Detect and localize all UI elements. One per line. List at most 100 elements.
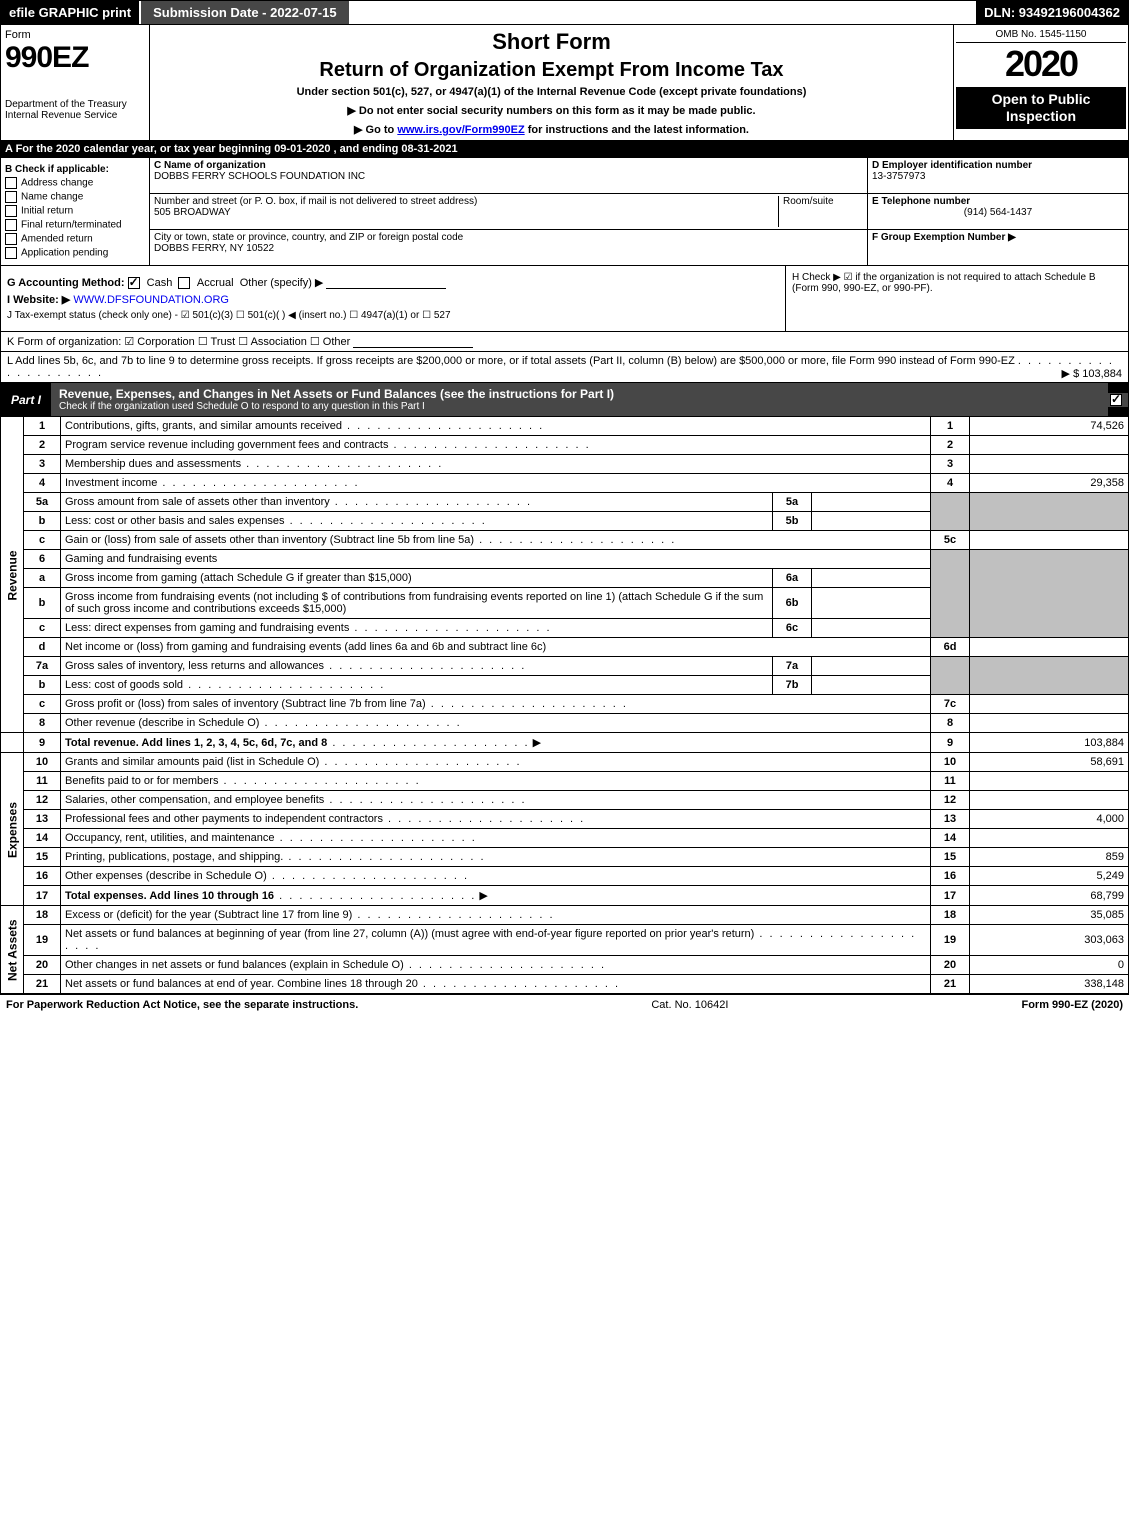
cb-accrual[interactable] (178, 277, 190, 289)
line-14: 14 Occupancy, rent, utilities, and maint… (1, 829, 1129, 848)
d-ein-label: D Employer identification number (872, 160, 1032, 171)
line-4: 4 Investment income 4 29,358 (1, 474, 1129, 493)
section-gh: G Accounting Method: Cash Accrual Other … (0, 266, 1129, 332)
org-city: DOBBS FERRY, NY 10522 (154, 243, 274, 254)
footer-left: For Paperwork Reduction Act Notice, see … (6, 999, 358, 1011)
e-tel-row: E Telephone number (914) 564-1437 (868, 194, 1128, 230)
line-7a: 7a Gross sales of inventory, less return… (1, 657, 1129, 676)
omb-number: OMB No. 1545-1150 (956, 27, 1126, 43)
col-h: H Check ▶ ☑ if the organization is not r… (786, 266, 1128, 331)
cb-address-change[interactable]: Address change (5, 177, 145, 189)
side-netassets: Net Assets (1, 906, 24, 994)
line-5c: c Gain or (loss) from sale of assets oth… (1, 531, 1129, 550)
dept-treasury: Department of the Treasury (5, 99, 145, 110)
footer-right: Form 990-EZ (2020) (1021, 999, 1123, 1011)
cb-cash[interactable] (128, 277, 140, 289)
line-7c: c Gross profit or (loss) from sales of i… (1, 695, 1129, 714)
line-13: 13 Professional fees and other payments … (1, 810, 1129, 829)
line-15: 15 Printing, publications, postage, and … (1, 848, 1129, 867)
dept-irs: Internal Revenue Service (5, 110, 145, 121)
col-g: G Accounting Method: Cash Accrual Other … (1, 266, 786, 331)
col-c: C Name of organization DOBBS FERRY SCHOO… (150, 158, 867, 265)
section-bcd: B Check if applicable: Address change Na… (0, 158, 1129, 266)
f-group-row: F Group Exemption Number ▶ (868, 230, 1128, 265)
c-city-row: City or town, state or province, country… (150, 230, 867, 265)
cb-final-return[interactable]: Final return/terminated (5, 219, 145, 231)
line-12: 12 Salaries, other compensation, and emp… (1, 791, 1129, 810)
part1-title: Revenue, Expenses, and Changes in Net As… (51, 383, 1108, 416)
open-to-public: Open to Public Inspection (956, 87, 1126, 129)
d-ein-row: D Employer identification number 13-3757… (868, 158, 1128, 194)
ssn-warning: ▶ Do not enter social security numbers o… (154, 104, 949, 117)
side-revenue: Revenue (1, 417, 24, 733)
line-16: 16 Other expenses (describe in Schedule … (1, 867, 1129, 886)
part1-header: Part I Revenue, Expenses, and Changes in… (0, 383, 1129, 417)
line-18: Net Assets 18 Excess or (deficit) for th… (1, 906, 1129, 925)
part1-check[interactable] (1108, 393, 1128, 407)
header-left: Form 990EZ Department of the Treasury In… (1, 25, 150, 140)
f-group-label: F Group Exemption Number ▶ (872, 232, 1016, 243)
efile-label: efile GRAPHIC print (1, 1, 139, 24)
header-right: OMB No. 1545-1150 2020 Open to Public In… (954, 25, 1128, 140)
e-tel-label: E Telephone number (872, 196, 970, 207)
row-a-tax-year: A For the 2020 calendar year, or tax yea… (0, 141, 1129, 158)
line-17: 17 Total expenses. Add lines 10 through … (1, 886, 1129, 906)
header-center: Short Form Return of Organization Exempt… (150, 25, 954, 140)
col-b-checkboxes: B Check if applicable: Address change Na… (1, 158, 150, 265)
line-6: 6 Gaming and fundraising events (1, 550, 1129, 569)
line-21: 21 Net assets or fund balances at end of… (1, 975, 1129, 994)
dln: DLN: 93492196004362 (976, 1, 1128, 24)
i-website: I Website: ▶ WWW.DFSFOUNDATION.ORG (7, 293, 779, 306)
col-d: D Employer identification number 13-3757… (867, 158, 1128, 265)
goto-link[interactable]: ▶ Go to www.irs.gov/Form990EZ for instru… (154, 123, 949, 136)
telephone: (914) 564-1437 (872, 207, 1124, 218)
line-6d: d Net income or (loss) from gaming and f… (1, 638, 1129, 657)
subtitle: Under section 501(c), 527, or 4947(a)(1)… (154, 86, 949, 98)
org-name: DOBBS FERRY SCHOOLS FOUNDATION INC (154, 171, 365, 182)
c-city-label: City or town, state or province, country… (154, 232, 463, 243)
line-9: 9 Total revenue. Add lines 1, 2, 3, 4, 5… (1, 733, 1129, 753)
cb-initial-return[interactable]: Initial return (5, 205, 145, 217)
row-k: K Form of organization: ☑ Corporation ☐ … (0, 332, 1129, 352)
ein: 13-3757973 (872, 171, 925, 182)
cb-name-change[interactable]: Name change (5, 191, 145, 203)
k-other-input[interactable] (353, 335, 473, 348)
line-11: 11 Benefits paid to or for members 11 (1, 772, 1129, 791)
website-link[interactable]: WWW.DFSFOUNDATION.ORG (73, 294, 229, 306)
line-2: 2 Program service revenue including gove… (1, 436, 1129, 455)
tax-year: 2020 (956, 43, 1126, 85)
c-street-label: Number and street (or P. O. box, if mail… (154, 196, 477, 207)
return-title: Return of Organization Exempt From Incom… (154, 59, 949, 82)
line-5a: 5a Gross amount from sale of assets othe… (1, 493, 1129, 512)
cb-amended[interactable]: Amended return (5, 233, 145, 245)
line-10: Expenses 10 Grants and similar amounts p… (1, 753, 1129, 772)
l-amount: ▶ $ 103,884 (1062, 367, 1122, 380)
form-number: 990EZ (5, 41, 145, 75)
c-name-row: C Name of organization DOBBS FERRY SCHOO… (150, 158, 867, 194)
part1-tab: Part I (1, 389, 51, 411)
line-3: 3 Membership dues and assessments 3 (1, 455, 1129, 474)
c-street-row: Number and street (or P. O. box, if mail… (150, 194, 867, 230)
g-accounting: G Accounting Method: Cash Accrual Other … (7, 276, 779, 289)
row-l: L Add lines 5b, 6c, and 7b to line 9 to … (0, 352, 1129, 383)
line-8: 8 Other revenue (describe in Schedule O)… (1, 714, 1129, 733)
form-header: Form 990EZ Department of the Treasury In… (0, 25, 1129, 141)
top-bar: efile GRAPHIC print Submission Date - 20… (0, 0, 1129, 25)
lines-table: Revenue 1 Contributions, gifts, grants, … (0, 417, 1129, 994)
b-title: B Check if applicable: (5, 164, 145, 175)
line-20: 20 Other changes in net assets or fund b… (1, 956, 1129, 975)
form-label: Form (5, 29, 145, 41)
org-street: 505 BROADWAY (154, 207, 231, 218)
side-expenses: Expenses (1, 753, 24, 906)
room-suite: Room/suite (778, 196, 863, 227)
other-specify-input[interactable] (326, 276, 446, 289)
page-footer: For Paperwork Reduction Act Notice, see … (0, 994, 1129, 1015)
irs-link[interactable]: www.irs.gov/Form990EZ (397, 124, 524, 136)
footer-center: Cat. No. 10642I (651, 999, 728, 1011)
c-name-label: C Name of organization (154, 160, 266, 171)
short-form: Short Form (154, 29, 949, 55)
cb-pending[interactable]: Application pending (5, 247, 145, 259)
line-1: Revenue 1 Contributions, gifts, grants, … (1, 417, 1129, 436)
top-left: efile GRAPHIC print Submission Date - 20… (1, 1, 349, 24)
line-19: 19 Net assets or fund balances at beginn… (1, 925, 1129, 956)
